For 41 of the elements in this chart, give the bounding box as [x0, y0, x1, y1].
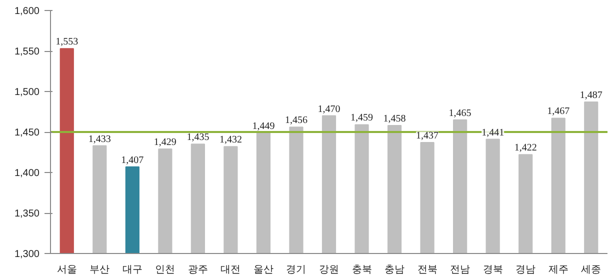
data-label: 1,458: [383, 114, 406, 125]
x-tick-label: 인천: [155, 264, 176, 276]
x-tick-label: 제주: [548, 264, 568, 276]
data-label: 1,449: [252, 120, 275, 132]
data-label: 1,467: [547, 106, 570, 118]
data-label: 1,459: [350, 112, 374, 124]
x-tick-label: 전남: [450, 264, 470, 276]
data-label: 1,429: [154, 137, 176, 148]
y-tick-label: 1,450: [14, 128, 40, 138]
x-tick-label: 충남: [384, 264, 405, 276]
data-label: 1,441: [482, 127, 504, 138]
data-label: 1,407: [121, 154, 144, 166]
data-label: 1,435: [186, 132, 210, 144]
data-label: 1,432: [219, 134, 242, 146]
y-tick-label: 1,350: [14, 208, 40, 220]
data-label: 1,487: [580, 90, 602, 102]
x-tick-label: 울산: [253, 264, 274, 276]
x-tick-label: 강원: [319, 264, 339, 276]
x-tick-label: 전북: [417, 264, 438, 276]
x-tick-label: 경기: [286, 264, 306, 276]
x-tick-label: 대구: [122, 264, 142, 276]
x-tick-label: 경북: [482, 264, 503, 276]
y-tick-label: 1,300: [14, 249, 40, 260]
y-tick-label: 1,550: [14, 46, 40, 58]
x-tick-label: 서울: [56, 264, 77, 276]
data-label: 1,553: [56, 36, 78, 48]
y-tick-label: 1,400: [14, 168, 40, 179]
x-tick-label: 경남: [516, 264, 536, 276]
data-label: 1,437: [416, 130, 439, 142]
data-label: 1,470: [318, 104, 340, 115]
y-tick-label: 1,600: [14, 6, 40, 17]
data-label: 1,456: [284, 115, 308, 126]
y-tick-label: 1,500: [14, 87, 40, 98]
data-label: 1,433: [88, 134, 111, 145]
x-tick-label: 대전: [220, 264, 241, 276]
data-label: 1,465: [448, 108, 472, 119]
x-tick-label: 충북: [352, 264, 372, 276]
x-tick-label: 광주: [188, 264, 208, 276]
x-tick-label: 세종: [581, 264, 602, 276]
data-label: 1,422: [514, 142, 537, 154]
x-tick-label: 부산: [90, 264, 110, 276]
